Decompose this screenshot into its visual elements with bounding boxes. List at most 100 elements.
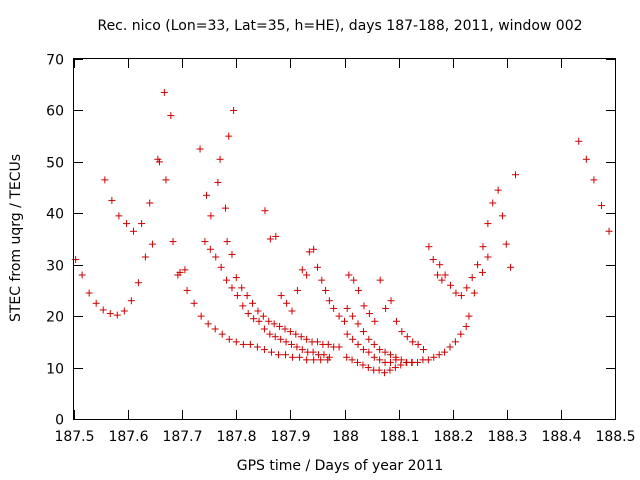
y-tick-label: 20 <box>46 310 64 326</box>
data-point <box>120 307 128 315</box>
data-point <box>221 204 229 212</box>
data-point <box>320 351 328 359</box>
data-point <box>303 356 311 364</box>
data-point <box>303 335 311 343</box>
data-point <box>343 353 351 361</box>
data-point <box>141 253 149 261</box>
data-point <box>409 338 417 346</box>
data-point <box>239 302 247 310</box>
data-point <box>391 364 399 372</box>
data-point <box>214 178 222 186</box>
data-point <box>330 304 338 312</box>
data-point <box>146 199 154 207</box>
data-point <box>313 263 321 271</box>
data-point <box>365 348 373 356</box>
data-point <box>597 202 605 210</box>
data-point <box>430 353 438 361</box>
data-point <box>376 276 384 284</box>
data-point <box>206 245 214 253</box>
data-point <box>271 333 279 341</box>
data-point <box>154 155 162 163</box>
data-point <box>434 271 442 279</box>
data-point <box>465 312 473 320</box>
x-tick-label: 188.3 <box>487 429 527 445</box>
data-point <box>365 310 373 318</box>
plot-frame <box>73 58 616 420</box>
data-point <box>435 351 443 359</box>
data-point <box>292 330 300 338</box>
data-point <box>255 317 263 325</box>
data-point <box>223 238 231 246</box>
data-point <box>343 304 351 312</box>
data-point <box>414 358 422 366</box>
data-point <box>325 353 333 361</box>
data-point <box>287 340 295 348</box>
data-point <box>217 263 225 271</box>
data-point <box>386 366 394 374</box>
data-point <box>230 106 238 114</box>
data-point <box>324 340 332 348</box>
data-point <box>260 346 268 354</box>
data-point <box>148 240 156 248</box>
data-point <box>106 310 114 318</box>
y-tick-label: 10 <box>46 362 64 378</box>
x-tick-label: 187.9 <box>270 429 310 445</box>
data-point <box>398 328 406 336</box>
data-point <box>446 343 454 351</box>
data-point <box>282 338 290 346</box>
data-point <box>272 232 280 240</box>
data-point <box>392 356 400 364</box>
data-point <box>318 276 326 284</box>
data-point <box>204 320 212 328</box>
data-point <box>424 356 432 364</box>
data-point <box>228 250 236 258</box>
data-point <box>267 348 275 356</box>
data-point <box>108 196 116 204</box>
data-point <box>341 317 348 325</box>
data-point <box>78 271 86 279</box>
data-point <box>502 240 510 248</box>
y-tick-label: 70 <box>46 53 64 69</box>
data-point <box>376 346 384 354</box>
data-point <box>232 274 240 282</box>
data-point <box>181 266 189 274</box>
data-point <box>233 292 241 300</box>
data-point <box>345 271 353 279</box>
data-point <box>167 112 175 120</box>
data-point <box>239 340 247 348</box>
data-point <box>282 351 290 359</box>
x-tick-label: 187.5 <box>54 429 94 445</box>
data-point <box>403 333 411 341</box>
data-point <box>484 220 492 228</box>
data-point <box>441 271 449 279</box>
data-point <box>297 333 305 341</box>
data-point <box>462 322 470 330</box>
y-axis: 0 10 20 30 40 50 60 70 <box>46 53 615 429</box>
data-point <box>289 353 297 361</box>
data-point <box>419 346 427 354</box>
data-point <box>115 212 123 220</box>
y-tick-label: 40 <box>46 207 64 223</box>
data-point <box>211 325 219 333</box>
data-point <box>85 289 93 297</box>
data-point <box>238 284 246 292</box>
data-point <box>259 312 267 320</box>
chart-title: Rec. nico (Lon=33, Lat=35, h=HE), days 1… <box>97 18 582 34</box>
data-point <box>207 212 215 220</box>
data-point <box>310 245 318 253</box>
data-point <box>305 248 313 256</box>
data-point <box>484 253 492 261</box>
x-tick-label: 188.1 <box>379 429 419 445</box>
data-point <box>276 322 284 330</box>
data-point <box>438 276 446 284</box>
data-point <box>322 286 330 294</box>
data-point <box>359 361 367 369</box>
data-point <box>350 276 358 284</box>
data-point <box>452 289 460 297</box>
x-tick-label: 188.2 <box>433 429 473 445</box>
data-point <box>359 346 367 354</box>
data-point <box>99 306 107 314</box>
data-point <box>283 299 291 307</box>
data-point <box>349 335 357 343</box>
data-point <box>201 238 209 246</box>
